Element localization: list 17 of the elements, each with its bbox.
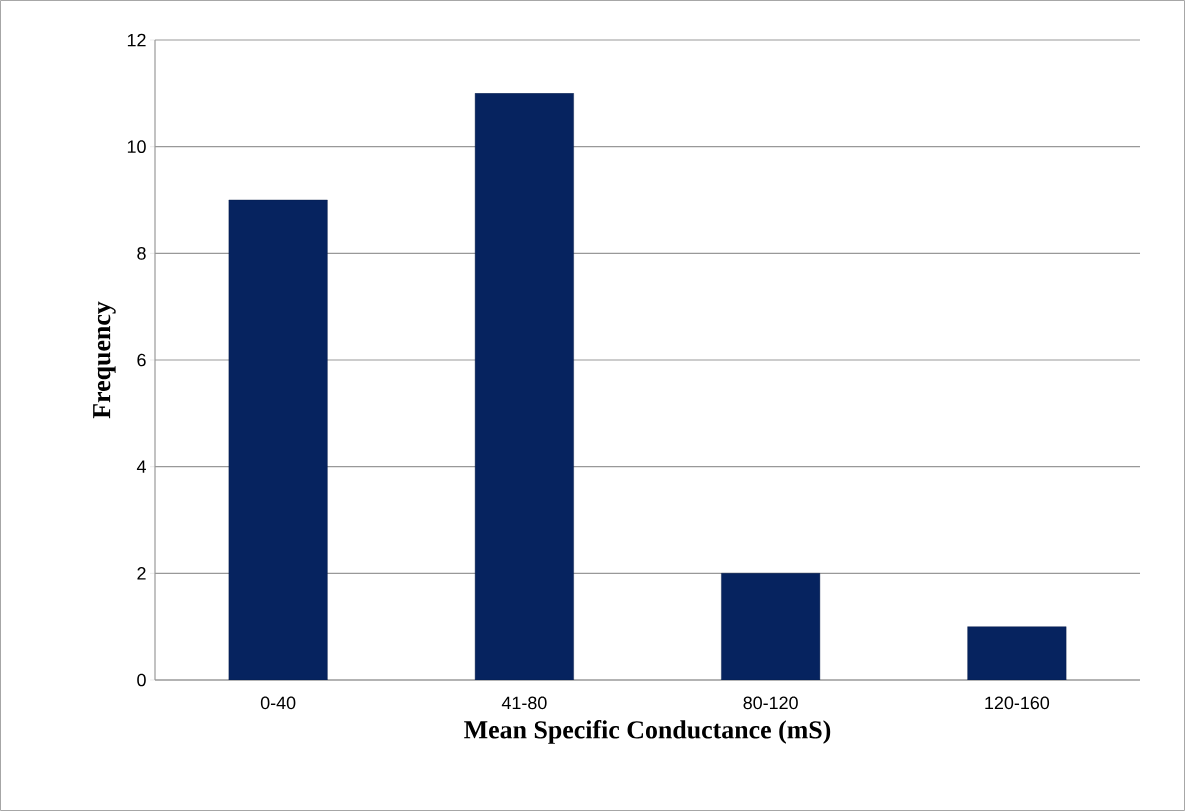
y-tick-label: 8 — [137, 246, 146, 260]
x-tick-label: 80-120 — [743, 696, 798, 710]
y-tick-label: 2 — [137, 567, 146, 580]
bar — [967, 626, 1067, 680]
y-tick-label: 10 — [127, 140, 146, 153]
y-tick-label: 0 — [137, 673, 146, 687]
y-axis-title: Frequency — [93, 301, 116, 419]
x-tick-label: 120-160 — [985, 696, 1050, 710]
y-tick-label: 4 — [136, 460, 146, 473]
x-axis-title: Mean Specific Conductance (mS) — [464, 720, 831, 744]
x-tick-label: 41-80 — [501, 696, 547, 710]
bar — [721, 573, 821, 680]
bar — [474, 93, 574, 680]
x-tick-label: 0-40 — [260, 696, 296, 710]
y-tick-label: 6 — [137, 353, 146, 367]
bar — [228, 199, 328, 680]
y-tick-label: 12 — [127, 33, 146, 47]
